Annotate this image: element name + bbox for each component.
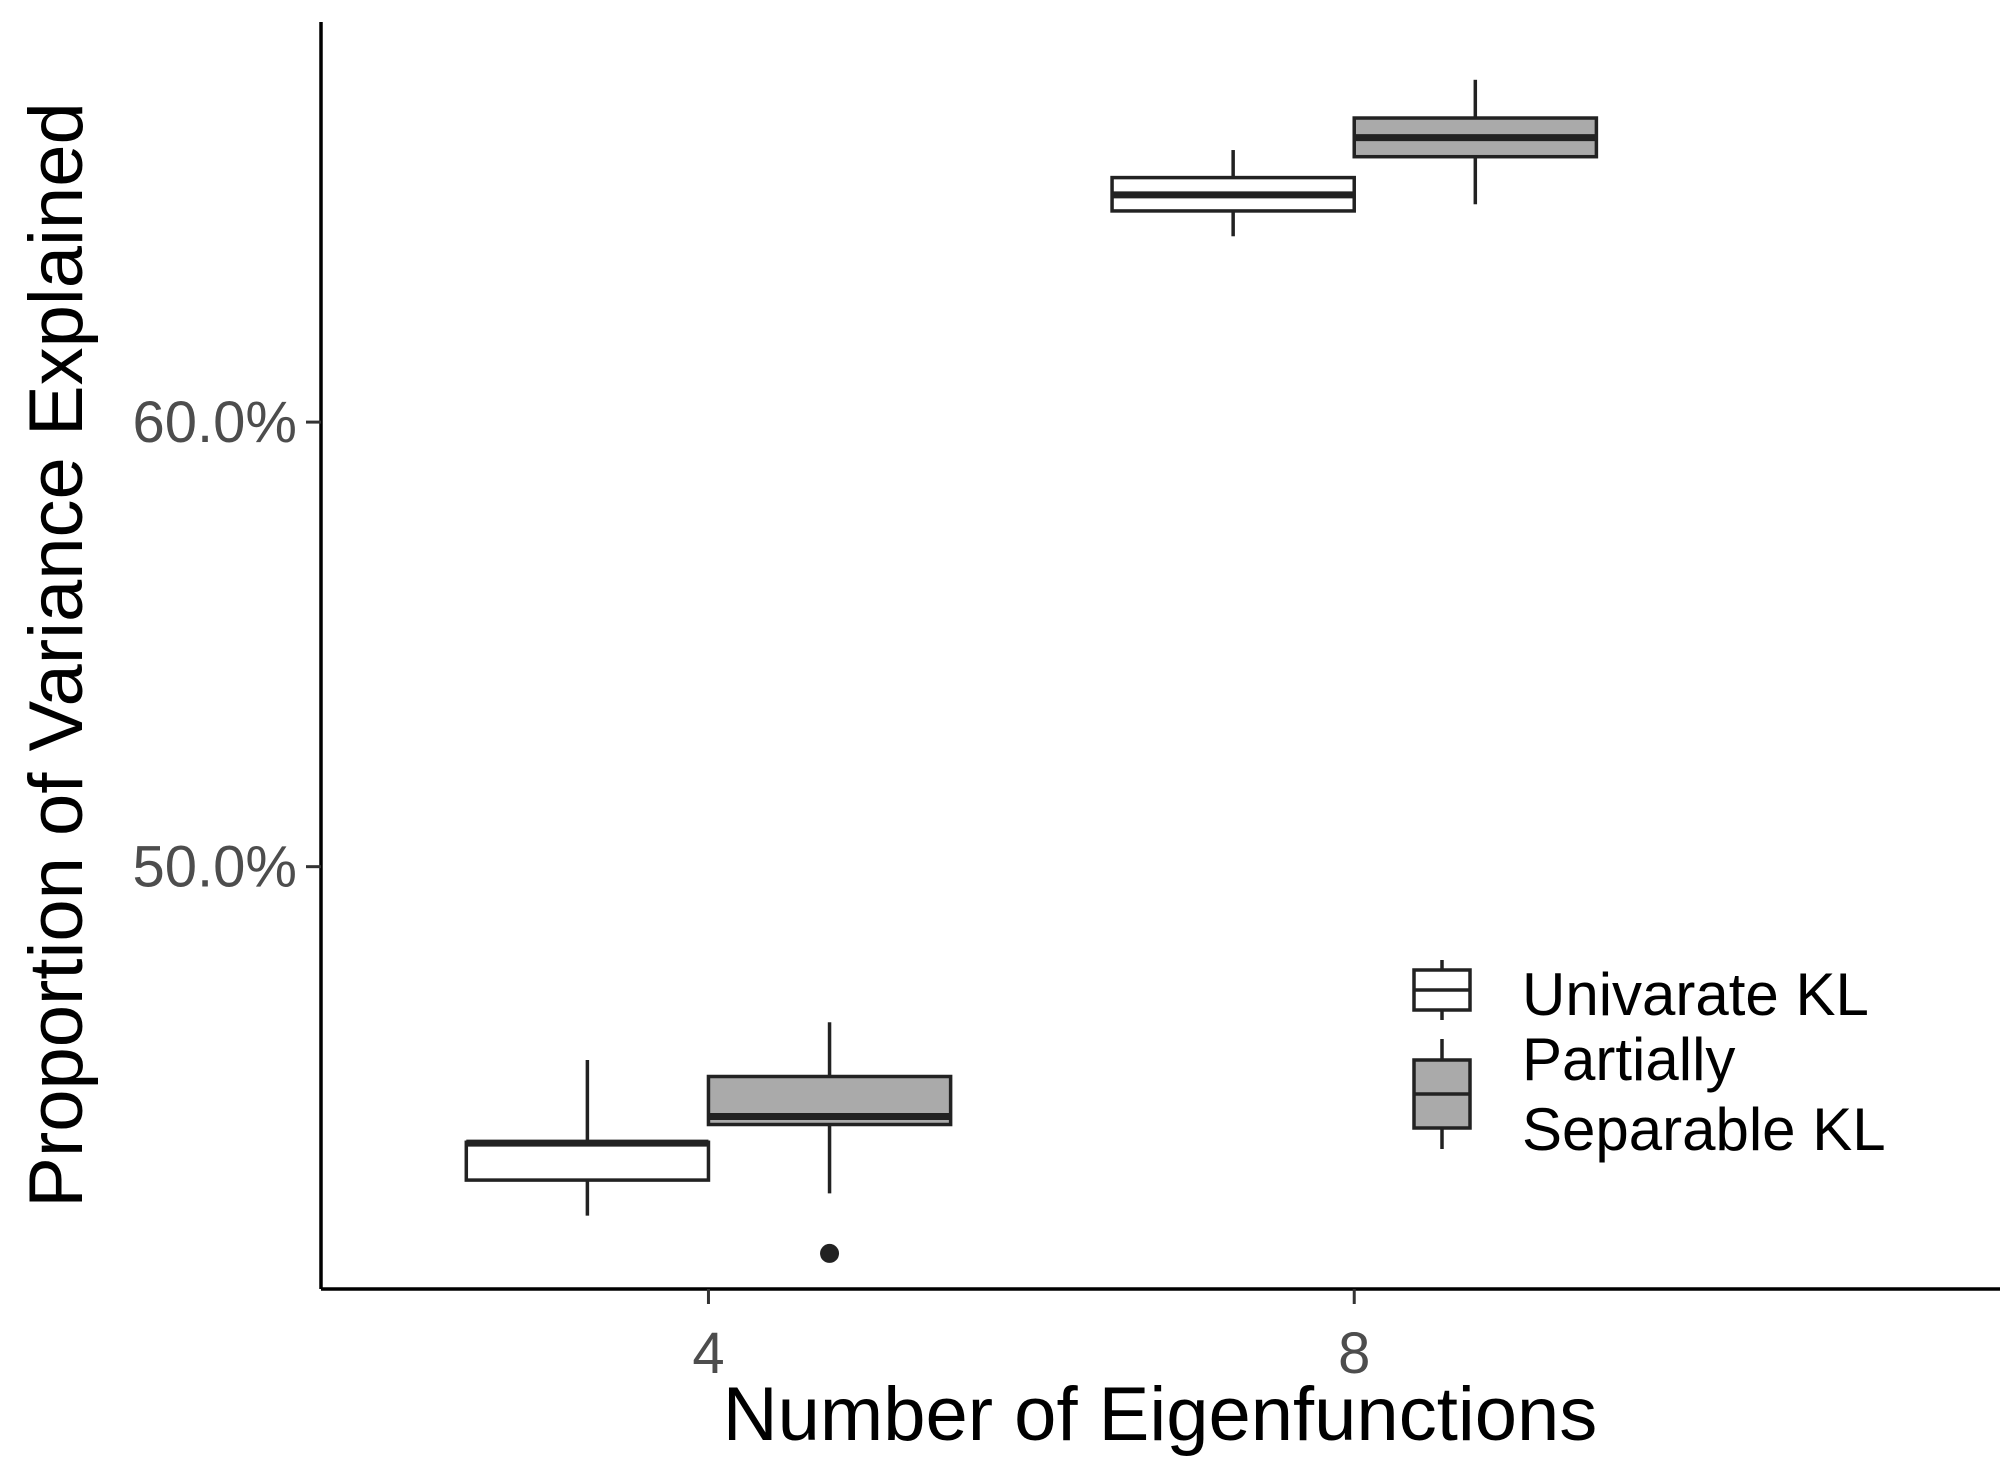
box-series1-x4 — [706, 1022, 953, 1263]
x-tick-label: 4 — [692, 1321, 724, 1386]
box-body — [464, 1140, 711, 1182]
axis-ticks: 4 8 50.0% 60.0% — [133, 390, 1371, 1386]
y-axis-title: Proportion of Variance Explained — [14, 102, 99, 1208]
legend-label: Partially — [1522, 1026, 1735, 1093]
box-series1-x8 — [1352, 79, 1599, 205]
outlier-point — [820, 1243, 840, 1263]
y-tick-label: 60.0% — [133, 390, 297, 455]
box-series0-x8 — [1110, 150, 1356, 237]
plot-marks — [464, 79, 1599, 1263]
legend-label: Univarate KL — [1522, 961, 1869, 1028]
x-axis-title: Number of Eigenfunctions — [723, 1372, 1597, 1457]
x-tick-label: 8 — [1338, 1321, 1370, 1386]
legend-entry-0: Univarate KL — [1412, 960, 1869, 1028]
y-tick-label: 50.0% — [133, 835, 297, 900]
box-series0-x4 — [464, 1060, 711, 1216]
axes — [319, 22, 2000, 1291]
legend-label: Separable KL — [1522, 1096, 1886, 1163]
